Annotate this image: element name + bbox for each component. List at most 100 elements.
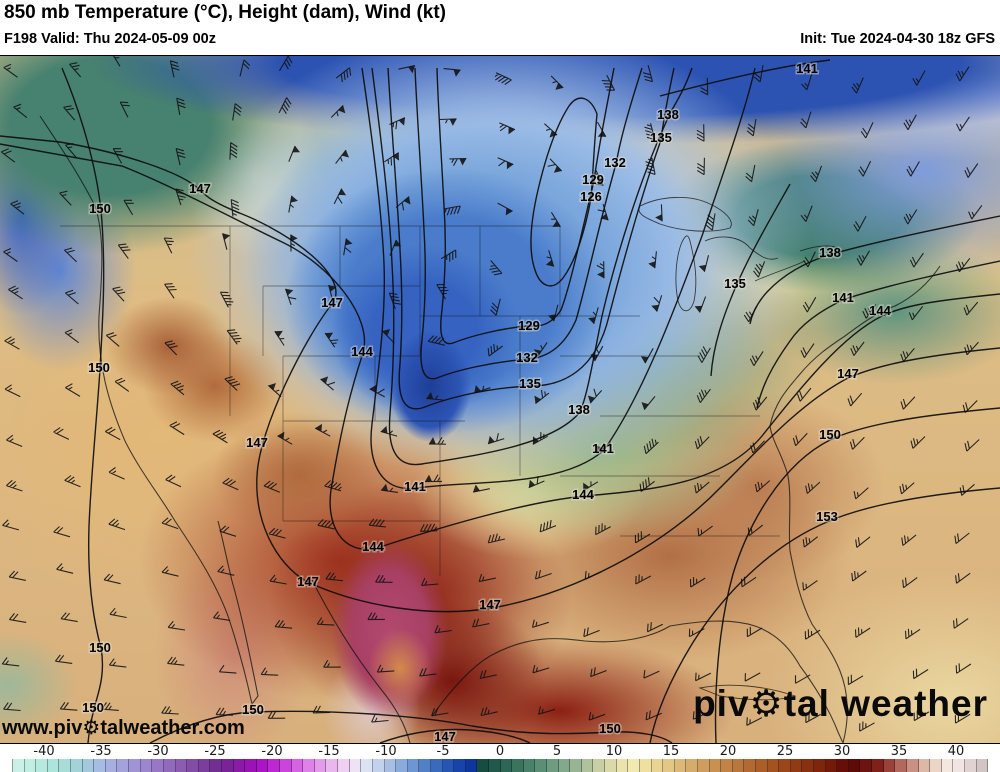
colorbar-cell xyxy=(883,759,896,772)
height-contour-label: 150 xyxy=(599,721,621,736)
colorbar-cell xyxy=(547,759,559,772)
scale-tick-label: 20 xyxy=(719,744,737,759)
init-time-label: Init: Tue 2024-04-30 18z GFS xyxy=(800,31,995,47)
colorbar-cell xyxy=(895,759,907,772)
colorbar-cell xyxy=(744,759,756,772)
brand-watermark-post: tal weather xyxy=(783,683,988,724)
scale-tick-label: -20 xyxy=(261,744,283,759)
colorbar-cell xyxy=(593,759,606,772)
colorbar-cell xyxy=(872,759,884,772)
colorbar-cell xyxy=(140,759,153,772)
colorbar-cell xyxy=(430,759,443,772)
gear-icon: ⚙ xyxy=(82,717,101,739)
height-contour-label: 138 xyxy=(657,107,679,122)
brand-watermark: piv⚙tal weather xyxy=(693,682,988,725)
colorbar-cell xyxy=(361,759,373,772)
height-contour-label: 141 xyxy=(592,441,614,456)
scale-tick-label: -40 xyxy=(33,744,55,759)
colorbar-cell xyxy=(12,759,25,772)
colorbar-cell xyxy=(47,759,60,772)
height-contour-label: 147 xyxy=(189,181,211,196)
colorbar-cell xyxy=(848,759,861,772)
height-contour-label: 141 xyxy=(404,479,426,494)
brand-watermark-pre: piv xyxy=(693,683,750,724)
colorbar-cell xyxy=(303,759,315,772)
scale-tick-label: -35 xyxy=(90,744,112,759)
colorbar-cell xyxy=(454,759,466,772)
colorbar-cell xyxy=(419,759,431,772)
colorbar-cell xyxy=(36,759,48,772)
colorbar-cell xyxy=(24,759,37,772)
colorbar-cell xyxy=(605,759,617,772)
colorbar-cell xyxy=(523,759,536,772)
height-contour-label: 150 xyxy=(242,702,264,717)
colorbar-cell xyxy=(802,759,815,772)
colorbar-cell xyxy=(59,759,72,772)
colorbar-cell xyxy=(152,759,164,772)
colorbar-cell xyxy=(558,759,571,772)
scale-tick-label: 30 xyxy=(833,744,851,759)
height-contour-label: 129 xyxy=(582,172,604,187)
height-contour-label: 126 xyxy=(580,189,602,204)
height-contour-label: 147 xyxy=(297,574,319,589)
colorbar-cell xyxy=(686,759,698,772)
page-title: 850 mb Temperature (°C), Height (dam), W… xyxy=(4,2,447,23)
scale-tick-label: -5 xyxy=(436,744,450,759)
site-watermark-pre: www.piv xyxy=(2,717,83,739)
colorbar-cell xyxy=(651,759,664,772)
colorbar-cell xyxy=(918,759,931,772)
wind-barbs-layer xyxy=(0,56,983,732)
colorbar-cell xyxy=(245,759,257,772)
scale-tick-label: 25 xyxy=(776,744,794,759)
height-contour-label: 150 xyxy=(819,427,841,442)
colorbar-cell xyxy=(291,759,304,772)
colorbar-cell xyxy=(628,759,640,772)
height-contour-label: 153 xyxy=(816,509,838,524)
colorbar-cell xyxy=(639,759,652,772)
scale-tick-label: 35 xyxy=(890,744,908,759)
height-contour-label: 144 xyxy=(362,539,384,554)
coastline-layer xyxy=(39,115,941,743)
colorbar-cell xyxy=(906,759,919,772)
colorbar-cell xyxy=(512,759,524,772)
scale-tick-label: 40 xyxy=(947,744,965,759)
colorbar-cell xyxy=(442,759,455,772)
colorbar-cell xyxy=(477,759,489,772)
scale-tick-label: -10 xyxy=(375,744,397,759)
scale-tick-label: -25 xyxy=(204,744,226,759)
colorbar-cell xyxy=(535,759,548,772)
wind-barb-flag xyxy=(222,65,707,493)
site-watermark: www.piv⚙talweather.com xyxy=(2,715,245,740)
height-contour-label: 147 xyxy=(837,366,859,381)
header: 850 mb Temperature (°C), Height (dam), W… xyxy=(0,0,1000,55)
colorbar-cell xyxy=(825,759,838,772)
colorbar-cell xyxy=(814,759,826,772)
height-contour-label: 144 xyxy=(572,487,594,502)
colorbar-cell xyxy=(697,759,710,772)
map-region[interactable]: 126 129 129 132 132 135 135 135 138 138 138 141 141 1… xyxy=(0,55,1000,744)
colorbar-cell xyxy=(581,759,594,772)
colorbar-cell xyxy=(570,759,582,772)
colorbar-cell xyxy=(163,759,176,772)
height-contour-label: 135 xyxy=(724,276,746,291)
colorbar-cell xyxy=(674,759,687,772)
colorbar xyxy=(12,759,989,772)
colorbar-cell xyxy=(709,759,722,772)
colorbar-cell xyxy=(233,759,246,772)
height-contour-label: 144 xyxy=(869,303,891,318)
colorbar-cell xyxy=(268,759,281,772)
scale-tick-label: -15 xyxy=(318,744,340,759)
colorbar-cell xyxy=(256,759,269,772)
scale-tick-label: 15 xyxy=(662,744,680,759)
site-watermark-post: talweather.com xyxy=(100,717,245,739)
colorbar-cell xyxy=(94,759,106,772)
height-contour-label: 147 xyxy=(434,729,456,743)
map-overlay-svg: 1261291291321321351351351381381381411411… xyxy=(0,56,1000,743)
colorbar-cell xyxy=(280,759,292,772)
state-borders-layer xyxy=(60,225,780,576)
colorbar-cell xyxy=(314,759,327,772)
colorbar-cell xyxy=(198,759,211,772)
colorbar-cell xyxy=(326,759,339,772)
height-contour-label: 135 xyxy=(519,376,541,391)
